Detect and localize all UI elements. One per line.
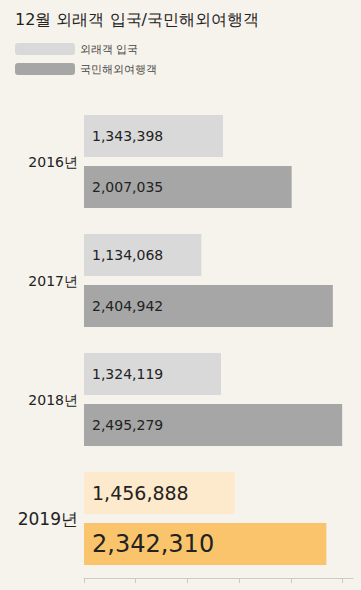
svg-text:2,342,310: 2,342,310: [92, 530, 214, 558]
svg-text:국민해외여행객: 국민해외여행객: [80, 63, 157, 76]
svg-text:1,134,068: 1,134,068: [92, 247, 163, 263]
svg-text:2018년: 2018년: [28, 392, 78, 408]
svg-text:1,324,119: 1,324,119: [92, 366, 163, 382]
svg-text:2016년: 2016년: [28, 154, 78, 170]
svg-text:2019년: 2019년: [18, 509, 78, 529]
svg-text:외래객 입국: 외래객 입국: [80, 43, 139, 56]
svg-text:1,456,888: 1,456,888: [92, 482, 189, 504]
svg-text:12월 외래객 입국/국민해외여행객: 12월 외래객 입국/국민해외여행객: [15, 10, 259, 29]
svg-text:2,495,279: 2,495,279: [92, 417, 163, 433]
svg-text:2,007,035: 2,007,035: [92, 179, 163, 195]
svg-text:2,404,942: 2,404,942: [92, 298, 163, 314]
svg-text:1,343,398: 1,343,398: [92, 128, 163, 144]
svg-text:2017년: 2017년: [28, 273, 78, 289]
